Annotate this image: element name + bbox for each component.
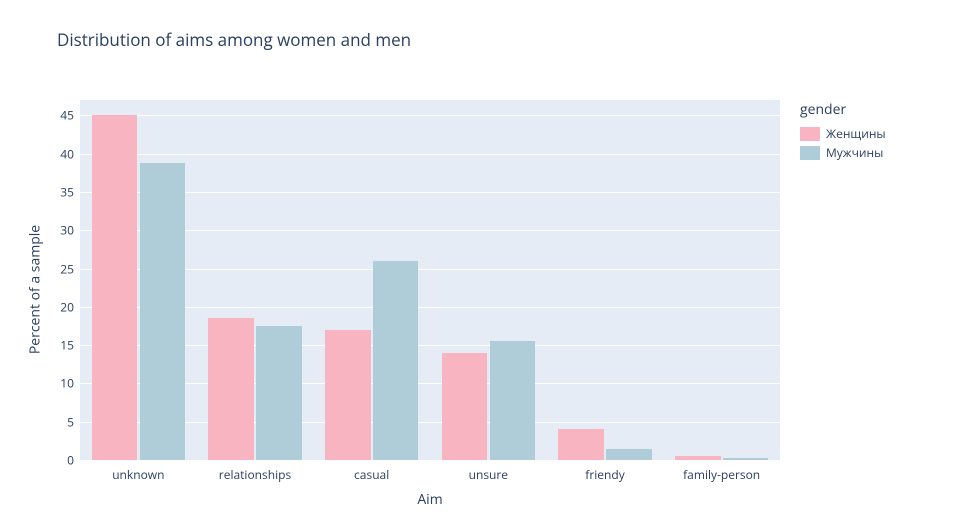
y-tick-label: 40 (34, 145, 74, 162)
bar-women[interactable] (442, 353, 488, 460)
bar-men[interactable] (606, 449, 652, 460)
x-tick-label: unsure (469, 466, 508, 483)
bar-men[interactable] (490, 341, 536, 460)
y-tick-label: 30 (34, 222, 74, 239)
bar-men[interactable] (140, 163, 186, 460)
bar-women[interactable] (675, 456, 721, 460)
y-tick-label: 5 (34, 413, 74, 430)
y-tick-label: 10 (34, 375, 74, 392)
gridline-h (80, 422, 780, 423)
x-tick-label: family-person (683, 466, 760, 483)
chart-container: Distribution of aims among women and men… (0, 0, 963, 525)
bar-men[interactable] (723, 458, 769, 460)
gridline-h (80, 307, 780, 308)
bar-men[interactable] (373, 261, 419, 460)
bar-women[interactable] (208, 318, 254, 460)
y-tick-label: 45 (34, 107, 74, 124)
y-tick-label: 0 (34, 452, 74, 469)
bar-women[interactable] (92, 115, 138, 460)
gridline-h (80, 383, 780, 384)
bar-men[interactable] (256, 326, 302, 460)
gridline-h (80, 115, 780, 116)
legend-swatch (800, 146, 820, 160)
gridline-h (80, 192, 780, 193)
bar-women[interactable] (325, 330, 371, 460)
legend-swatch (800, 127, 820, 141)
gridline-h (80, 154, 780, 155)
x-tick-label: relationships (219, 466, 291, 483)
x-tick-label: casual (354, 466, 389, 483)
legend-label: Женщины (826, 125, 886, 142)
y-tick-label: 20 (34, 298, 74, 315)
x-tick-label: friendy (585, 466, 624, 483)
legend-item-men[interactable]: Мужчины (800, 144, 886, 161)
x-axis-title: Aim (417, 490, 442, 509)
gridline-h (80, 460, 780, 461)
y-axis-title: Percent of a sample (26, 225, 45, 354)
x-tick-label: unknown (112, 466, 164, 483)
legend-title: gender (800, 100, 886, 119)
y-tick-label: 25 (34, 260, 74, 277)
gridline-h (80, 345, 780, 346)
gridline-h (80, 230, 780, 231)
plot-area: Percent of a sample Aim 0510152025303540… (80, 100, 780, 460)
chart-title: Distribution of aims among women and men (57, 28, 411, 51)
y-tick-label: 15 (34, 337, 74, 354)
legend: gender Женщины Мужчины (800, 100, 886, 163)
legend-label: Мужчины (826, 144, 883, 161)
bar-women[interactable] (558, 429, 604, 460)
legend-item-women[interactable]: Женщины (800, 125, 886, 142)
y-tick-label: 35 (34, 183, 74, 200)
gridline-h (80, 269, 780, 270)
